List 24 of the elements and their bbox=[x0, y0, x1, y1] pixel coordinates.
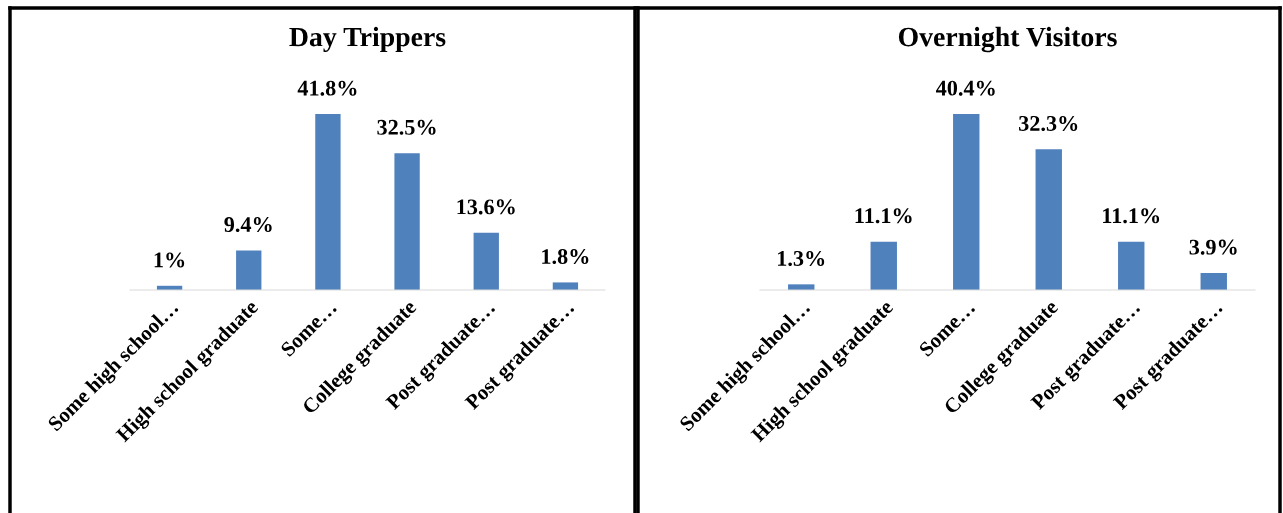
data-label: 11.1% bbox=[855, 208, 912, 224]
data-label: 40.4% bbox=[936, 80, 995, 96]
data-label: 1.8% bbox=[542, 249, 589, 265]
chart-title: Overnight Visitors bbox=[898, 26, 1117, 53]
data-label: 11.1% bbox=[1103, 208, 1160, 224]
bar bbox=[473, 232, 499, 290]
data-label: 3.9% bbox=[1189, 239, 1237, 255]
data-label: 9.4% bbox=[224, 217, 272, 233]
data-label: 32.3% bbox=[1019, 115, 1078, 131]
bar bbox=[1200, 273, 1227, 290]
chart-title: Day Trippers bbox=[289, 26, 446, 53]
bar bbox=[552, 282, 579, 290]
data-label: 1% bbox=[154, 252, 185, 268]
bar bbox=[315, 114, 341, 290]
bar bbox=[1035, 149, 1062, 290]
bar bbox=[953, 114, 980, 290]
bar bbox=[236, 250, 262, 290]
bar bbox=[394, 153, 420, 290]
bar bbox=[870, 241, 897, 290]
data-label: 41.8% bbox=[297, 80, 357, 96]
data-label: 32.5% bbox=[377, 119, 436, 135]
bar bbox=[1118, 241, 1145, 290]
data-label: 13.6% bbox=[457, 199, 515, 215]
data-label: 1.3% bbox=[778, 250, 825, 267]
